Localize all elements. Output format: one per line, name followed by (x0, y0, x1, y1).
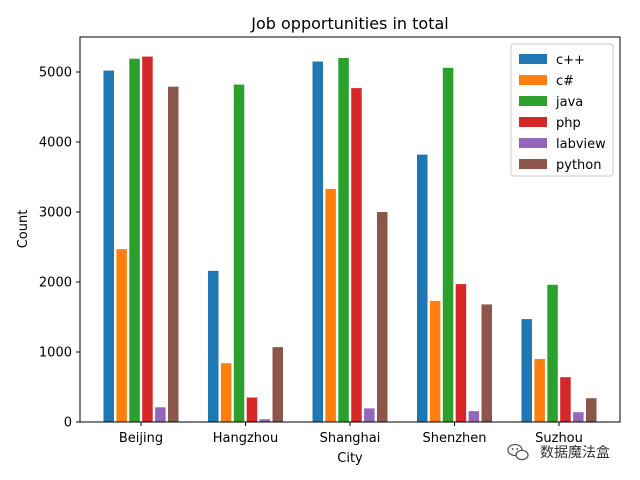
bar-labview-hangzhou (259, 419, 271, 422)
chart-title: Job opportunities in total (250, 14, 448, 33)
y-tick-label: 3000 (39, 206, 72, 221)
legend-label: c++ (556, 53, 585, 68)
legend: c++ c# java php labview python (510, 43, 614, 177)
bar-python-beijing (168, 86, 179, 422)
bar-c-hangzhou (208, 270, 219, 422)
bar-php-shenzhen (455, 284, 467, 422)
bars (103, 56, 597, 423)
bar-labview-suzhou (573, 412, 584, 422)
x-tick-label: Hangzhou (213, 431, 279, 446)
x-tick-label: Beijing (119, 431, 163, 446)
bar-labview-shenzhen (468, 411, 480, 422)
bar-java-hangzhou (233, 84, 245, 422)
watermark-text: 数据魔法盒 (540, 444, 610, 461)
bar-c-suzhou (534, 359, 545, 422)
bar-labview-shanghai (364, 408, 375, 422)
legend-swatch (519, 54, 547, 64)
legend-swatch (519, 96, 547, 106)
y-tick-label: 4000 (39, 136, 72, 151)
legend-swatch (519, 138, 547, 148)
y-tick-label: 2000 (39, 276, 72, 291)
y-tick-label: 1000 (39, 346, 72, 361)
bar-php-suzhou (560, 377, 571, 422)
legend-label: c# (556, 74, 574, 89)
bar-c-shanghai (325, 188, 336, 422)
legend-swatch (519, 117, 547, 127)
bar-c-beijing (116, 249, 127, 422)
y-tick-label: 5000 (39, 66, 72, 81)
bar-java-suzhou (547, 284, 558, 422)
bar-java-beijing (129, 58, 140, 422)
x-tick-label: Shanghai (320, 431, 381, 446)
watermark: 数据魔法盒 (507, 443, 610, 461)
bar-c-shenzhen (429, 300, 441, 422)
legend-label: labview (556, 137, 606, 152)
x-axis: Beijing Hangzhou Shanghai Shenzhen Suzhou (119, 422, 583, 446)
legend-label: php (556, 116, 581, 131)
bar-python-hangzhou (272, 347, 283, 422)
wechat-icon (507, 443, 529, 461)
plot-frame (79, 36, 621, 423)
bar-c-beijing (103, 70, 114, 422)
legend-swatch (519, 75, 547, 85)
x-tick-label: Suzhou (535, 431, 583, 446)
bar-python-shenzhen (481, 304, 492, 422)
bar-java-shenzhen (442, 67, 454, 423)
legend-label: java (555, 95, 583, 110)
bar-python-suzhou (586, 398, 597, 422)
x-tick-label: Shenzhen (422, 431, 486, 446)
bar-c-hangzhou (220, 363, 232, 422)
y-axis-label: Count (16, 210, 31, 249)
bar-c-suzhou (521, 319, 532, 422)
bar-c-shanghai (312, 61, 323, 422)
y-tick-label: 0 (64, 416, 72, 431)
legend-label: python (556, 158, 601, 173)
bar-labview-beijing (155, 407, 166, 422)
x-axis-label: City (337, 451, 363, 466)
bar-php-beijing (142, 56, 153, 422)
bar-php-hangzhou (246, 397, 258, 422)
bar-java-shanghai (338, 58, 349, 422)
legend-swatch (519, 159, 547, 169)
bar-php-shanghai (351, 88, 362, 422)
y-axis: 0 1000 2000 3000 4000 5000 (39, 66, 80, 431)
bar-python-shanghai (377, 212, 388, 422)
bar-c-shenzhen (417, 154, 428, 422)
